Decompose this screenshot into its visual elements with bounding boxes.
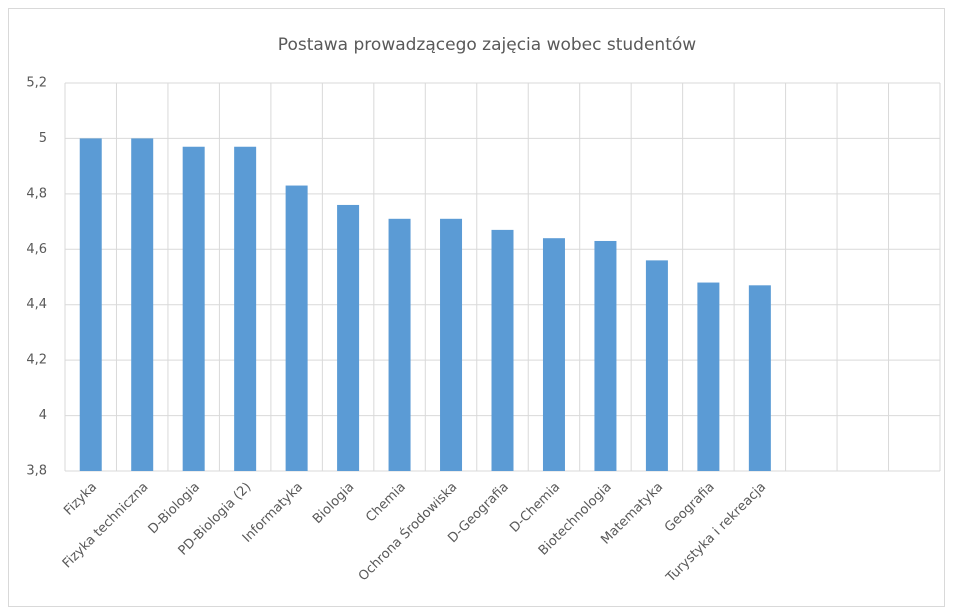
bar — [697, 282, 720, 471]
y-tick-label: 3,8 — [26, 464, 47, 479]
bar — [234, 146, 257, 471]
y-tick-label: 4,6 — [26, 242, 47, 257]
bar — [645, 260, 668, 471]
bar — [285, 185, 308, 472]
bar — [491, 229, 514, 471]
y-tick-label: 4,8 — [26, 186, 47, 201]
bar — [440, 218, 463, 471]
y-tick-label: 4,2 — [26, 353, 47, 368]
chart-title: Postawa prowadzącego zajęcia wobec stude… — [278, 35, 696, 55]
bar — [748, 285, 771, 471]
y-tick-label: 4 — [39, 408, 47, 423]
bar — [542, 238, 565, 471]
bar — [79, 138, 102, 471]
bar — [594, 240, 617, 471]
bar — [388, 218, 411, 471]
bar — [131, 138, 154, 471]
bar — [182, 146, 205, 471]
y-tick-label: 5,2 — [26, 76, 47, 91]
y-tick-label: 5 — [39, 131, 47, 146]
y-tick-label: 4,4 — [26, 297, 47, 312]
bar — [337, 204, 360, 471]
